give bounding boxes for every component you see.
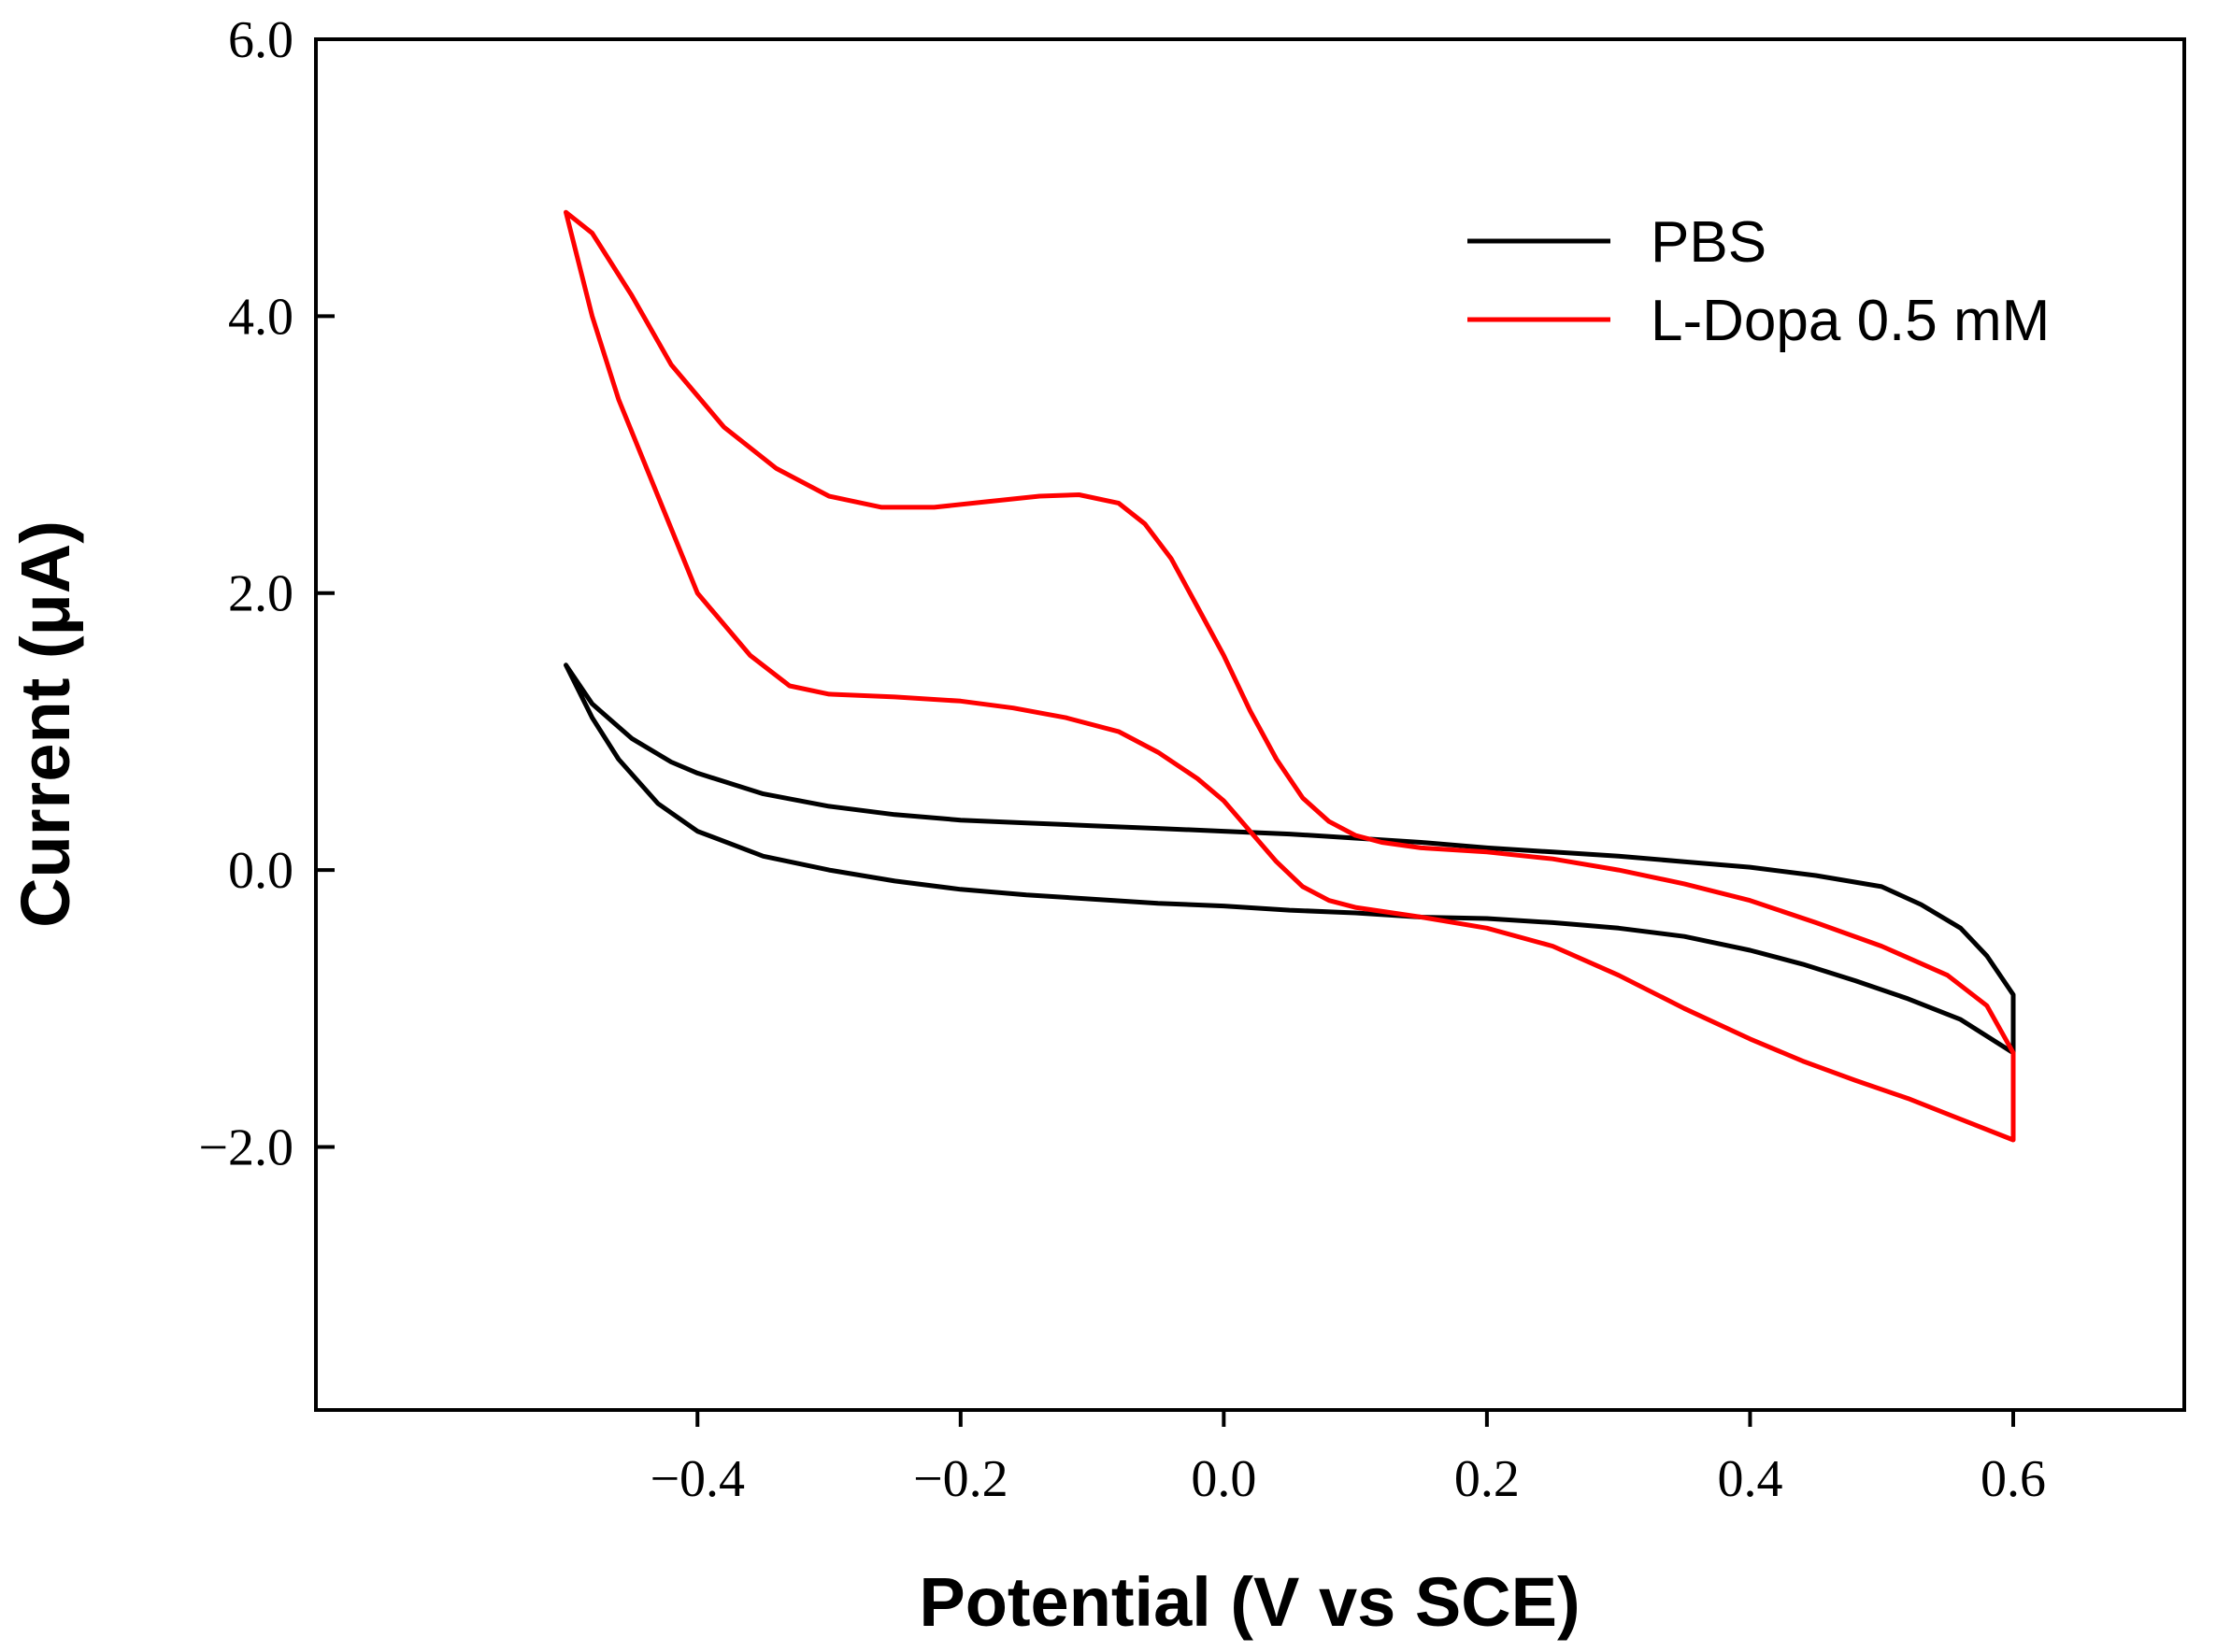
x-tick-label: 0.2 [1454,1450,1520,1508]
y-tick-label: 0.0 [228,842,293,900]
x-tick-label: 0.0 [1191,1450,1256,1508]
x-axis-title: Potential (V vs SCE) [919,1563,1580,1641]
y-axis-title: Current (μA) [7,520,84,928]
x-tick-label: −0.4 [650,1450,745,1508]
y-tick-label: 4.0 [228,288,293,346]
legend-label-l-dopa: L-Dopa 0.5 mM [1651,289,2050,353]
x-tick-label: 0.4 [1717,1450,1782,1508]
plot-frame [314,37,2186,1412]
y-tick-label: −2.0 [198,1118,293,1176]
series-layer [564,209,2016,1143]
series-line-0 [564,662,2016,1056]
series-line-1 [564,209,2016,1143]
x-axis-ticks: −0.4 −0.2 0.0 0.2 0.4 0.6 [650,1410,2046,1508]
y-tick-label: 2.0 [228,565,293,623]
legend: PBS L-Dopa 0.5 mM [1467,210,2050,353]
y-tick-label: 6.0 [228,11,293,69]
y-axis-ticks: −2.0 0.0 2.0 4.0 6.0 [198,11,335,1176]
legend-label-pbs: PBS [1651,210,1766,275]
x-tick-label: 0.6 [1981,1450,2046,1508]
x-tick-label: −0.2 [913,1450,1008,1508]
